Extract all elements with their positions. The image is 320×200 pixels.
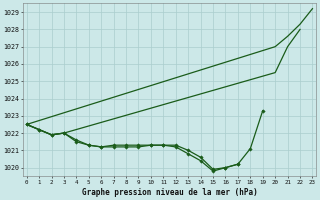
X-axis label: Graphe pression niveau de la mer (hPa): Graphe pression niveau de la mer (hPa) xyxy=(82,188,257,197)
